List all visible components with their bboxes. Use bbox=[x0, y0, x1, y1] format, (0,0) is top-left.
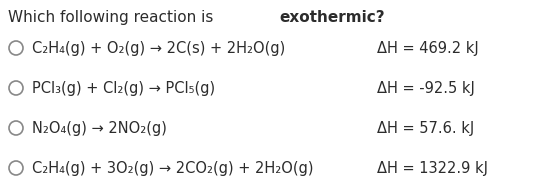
Text: C₂H₄(g) + O₂(g) → 2C(s) + 2H₂O(g): C₂H₄(g) + O₂(g) → 2C(s) + 2H₂O(g) bbox=[32, 40, 285, 56]
Text: exothermic?: exothermic? bbox=[279, 10, 385, 25]
Text: ΔH = 57.6. kJ: ΔH = 57.6. kJ bbox=[377, 121, 474, 135]
Text: PCl₃(g) + Cl₂(g) → PCl₅(g): PCl₃(g) + Cl₂(g) → PCl₅(g) bbox=[32, 80, 215, 96]
Text: ΔH = 1322.9 kJ: ΔH = 1322.9 kJ bbox=[377, 160, 488, 176]
Text: ΔH = 469.2 kJ: ΔH = 469.2 kJ bbox=[377, 40, 479, 56]
Text: Which following reaction is: Which following reaction is bbox=[8, 10, 218, 25]
Text: ΔH = -92.5 kJ: ΔH = -92.5 kJ bbox=[377, 80, 475, 96]
Text: C₂H₄(g) + 3O₂(g) → 2CO₂(g) + 2H₂O(g): C₂H₄(g) + 3O₂(g) → 2CO₂(g) + 2H₂O(g) bbox=[32, 160, 313, 176]
Text: N₂O₄(g) → 2NO₂(g): N₂O₄(g) → 2NO₂(g) bbox=[32, 121, 167, 135]
